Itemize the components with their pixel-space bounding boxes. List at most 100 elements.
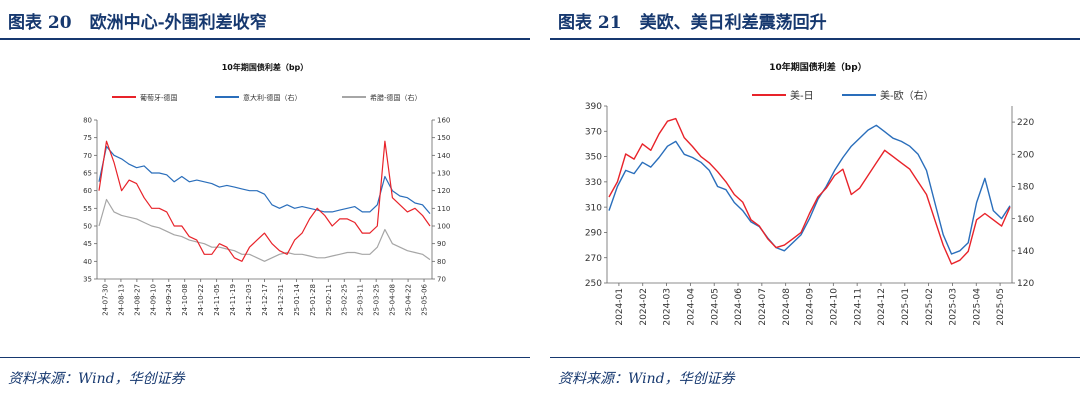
- figure-21-title: 图表 21 美欧、美日利差震荡回升: [558, 8, 827, 33]
- figure-20-title: 图表 20 欧洲中心-外围利差收窄: [8, 8, 267, 33]
- series-group: [608, 117, 1011, 265]
- figure-20: 图表 20 欧洲中心-外围利差收窄 10年期国债利差（bp） 葡萄牙-德国 意大利…: [0, 0, 530, 405]
- y-right-tick-label: 120: [1017, 279, 1034, 289]
- x-tick-label: 25-01-28: [309, 284, 317, 316]
- y-left-tick-label: 65: [83, 169, 92, 177]
- series-line-1: [98, 145, 431, 214]
- x-tick-label: 2024-06: [734, 288, 744, 326]
- x-tick-label: 24-09-24: [165, 283, 173, 315]
- x-tick-label: 25-04-22: [405, 284, 413, 316]
- x-ticks: 2024-01 2024-02 2024-03 2024-04 2024-05 2024-…: [615, 283, 1006, 326]
- x-tick-label: 2024-09: [806, 288, 816, 326]
- y-left-tick-label: 290: [585, 229, 602, 239]
- y-right-tick-label: 180: [1017, 183, 1034, 193]
- y-left-ticks: 35 40 45 50 55 60 65 70 75 80: [83, 116, 97, 283]
- x-tick-label: 2025-03: [949, 288, 959, 326]
- figure-20-caption: 欧洲中心-外围利差收窄: [89, 13, 267, 33]
- y-right-tick-label: 100: [437, 222, 450, 230]
- x-tick-label: 24-09-10: [149, 284, 157, 316]
- y-left-ticks: 250 270 290 310 330 350 370 390: [585, 102, 607, 289]
- figure-21-label: 图表 21: [558, 13, 622, 33]
- y-left-tick-label: 80: [83, 116, 92, 124]
- y-left-tick-label: 70: [83, 152, 92, 160]
- chart-us-spreads: 10年期国债利差（bp） 美-日 美-欧（右） 250 270 290 310 330 3…: [585, 61, 1035, 326]
- y-left-tick-label: 370: [585, 127, 602, 137]
- y-left-tick-label: 310: [585, 203, 602, 213]
- series-line-1: [608, 124, 1011, 255]
- figure-20-label: 图表 20: [8, 13, 72, 33]
- y-right-tick-label: 160: [437, 116, 450, 124]
- y-right-tick-label: 140: [437, 152, 450, 160]
- x-tick-label: 2024-07: [758, 288, 768, 326]
- chart-eu-spreads: 10年期国债利差（bp） 葡萄牙-德国 意大利-德国（右） 希腊-德国（右） 3…: [83, 62, 450, 316]
- y-left-tick-label: 50: [83, 222, 92, 230]
- figure-21: 图表 21 美欧、美日利差震荡回升 10年期国债利差（bp） 美-日 美-欧（右）…: [550, 0, 1080, 405]
- y-left-tick-label: 35: [83, 275, 92, 283]
- x-tick-label: 24-11-19: [229, 284, 237, 316]
- y-right-tick-label: 160: [1017, 215, 1034, 225]
- figure-20-top-rule: [0, 38, 530, 40]
- y-right-tick-label: 120: [437, 187, 450, 195]
- x-ticks: 24-07-30 24-08-13 24-08-27 24-09-10 24-09-24…: [101, 279, 428, 316]
- y-right-tick-label: 140: [1017, 247, 1034, 257]
- x-tick-label: 2025-04: [972, 288, 982, 326]
- y-right-tick-label: 200: [1017, 150, 1034, 160]
- x-tick-label: 2024-12: [877, 288, 887, 326]
- x-tick-label: 24-11-05: [213, 284, 221, 316]
- x-tick-label: 25-05-06: [420, 283, 428, 315]
- legend: 葡萄牙-德国 意大利-德国（右） 希腊-德国（右）: [112, 93, 422, 102]
- x-tick-label: 2024-04: [687, 288, 697, 326]
- y-left-tick-label: 270: [585, 254, 602, 264]
- x-tick-label: 2024-03: [663, 288, 673, 326]
- series-line-0: [608, 117, 1011, 265]
- y-right-tick-label: 70: [437, 275, 446, 283]
- y-left-tick-label: 45: [83, 240, 92, 248]
- y-left-tick-label: 250: [585, 279, 602, 289]
- y-right-tick-label: 90: [437, 240, 446, 248]
- legend-label-us-japan: 美-日: [790, 89, 814, 102]
- y-right-ticks: 70 80 90 100 110 120 130 140 150 160: [432, 116, 450, 283]
- x-tick-label: 24-08-27: [133, 284, 141, 316]
- x-tick-label: 25-03-11: [357, 284, 365, 316]
- y-left-tick-label: 350: [585, 153, 602, 163]
- chart-title: 10年期国债利差（bp）: [769, 61, 866, 73]
- x-tick-label: 24-10-08: [181, 284, 189, 316]
- x-tick-label: 2025-05: [996, 288, 1006, 326]
- legend-label-greece: 希腊-德国（右）: [370, 93, 422, 102]
- x-tick-label: 25-02-25: [341, 284, 349, 316]
- y-left-tick-label: 40: [83, 258, 92, 266]
- x-tick-label: 24-10-22: [197, 284, 205, 316]
- y-left-tick-label: 330: [585, 178, 602, 188]
- x-tick-label: 24-07-30: [101, 284, 109, 316]
- y-left-tick-label: 390: [585, 102, 602, 112]
- figure-21-bottom-rule: [550, 357, 1080, 358]
- x-tick-label: 25-01-14: [293, 283, 301, 315]
- y-left-tick-label: 60: [83, 187, 92, 195]
- legend: 美-日 美-欧（右）: [752, 89, 934, 102]
- figure-21-source: 资料来源：Wind，华创证券: [558, 371, 735, 387]
- x-tick-label: 2024-01: [615, 288, 625, 326]
- x-tick-label: 2024-10: [829, 288, 839, 326]
- x-tick-label: 2024-08: [782, 288, 792, 326]
- y-right-tick-label: 220: [1017, 118, 1034, 128]
- y-right-ticks: 120 140 160 180 200 220: [1012, 118, 1034, 289]
- x-tick-label: 25-04-08: [389, 284, 397, 316]
- legend-label-portugal: 葡萄牙-德国: [140, 93, 178, 102]
- x-tick-label: 25-03-25: [373, 284, 381, 316]
- figure-20-source: 资料来源：Wind，华创证券: [8, 371, 185, 387]
- figure-21-top-rule: [550, 38, 1080, 40]
- series-line-0: [98, 140, 431, 262]
- figure-21-caption: 美欧、美日利差震荡回升: [639, 13, 827, 33]
- series-line-2: [98, 198, 431, 262]
- y-right-tick-label: 130: [437, 169, 450, 177]
- x-tick-label: 25-02-11: [325, 284, 333, 316]
- x-tick-label: 2024-05: [710, 288, 720, 326]
- x-tick-label: 24-12-17: [261, 284, 269, 316]
- y-left-tick-label: 55: [83, 205, 92, 213]
- chart-title: 10年期国债利差（bp）: [222, 62, 309, 72]
- x-tick-label: 2024-11: [853, 288, 863, 326]
- y-right-tick-label: 150: [437, 134, 450, 142]
- x-tick-label: 24-08-13: [117, 284, 125, 316]
- figure-20-bottom-rule: [0, 357, 530, 358]
- series-group: [98, 140, 431, 262]
